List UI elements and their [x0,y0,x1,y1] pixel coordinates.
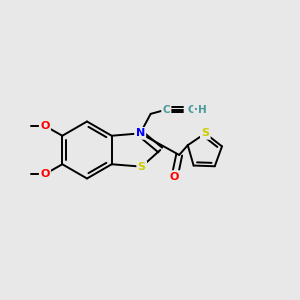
Text: N: N [136,128,145,138]
Text: S: S [201,128,209,138]
Text: O: O [40,169,50,179]
Text: S: S [138,162,146,172]
Text: C: C [163,105,170,115]
Text: O: O [170,172,179,182]
Text: C: C [187,105,195,115]
Text: O: O [40,121,50,131]
Text: ·H: ·H [194,105,207,115]
